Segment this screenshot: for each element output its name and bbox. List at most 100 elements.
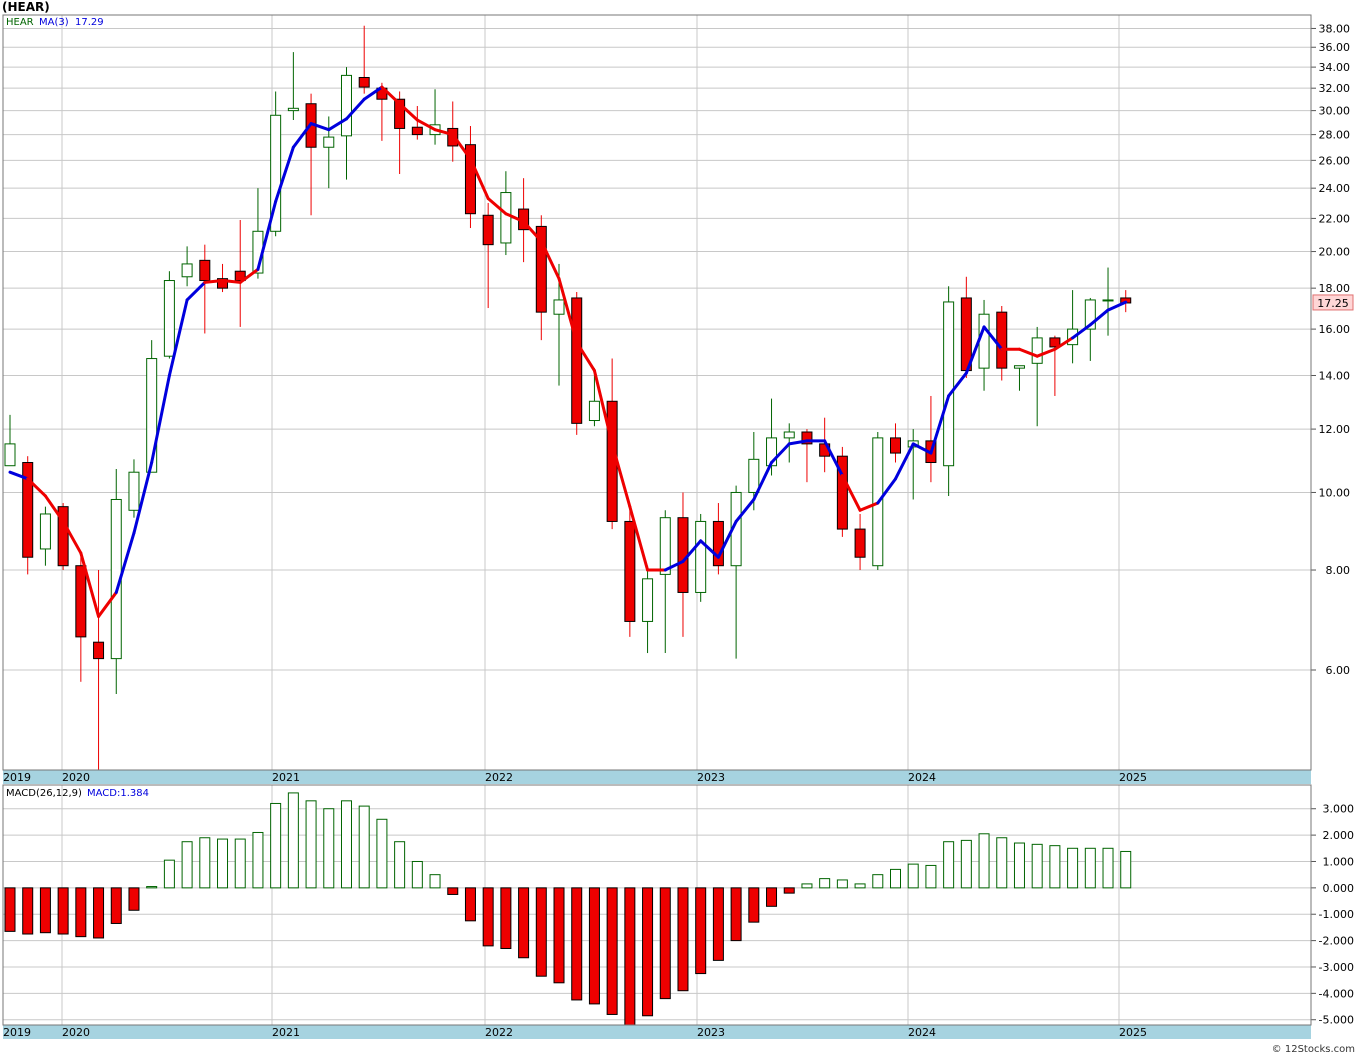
macd-bar xyxy=(890,868,901,889)
macd-bar xyxy=(588,887,600,1005)
macd-bar xyxy=(146,886,158,889)
ma-segment xyxy=(964,325,986,375)
macd-bar xyxy=(181,841,193,889)
ma-segment xyxy=(894,442,915,481)
ma-segment xyxy=(522,220,543,243)
ma-segment xyxy=(663,559,685,572)
candle xyxy=(93,570,105,770)
macd-bar xyxy=(925,864,937,889)
macd-bar xyxy=(447,887,459,895)
macd-bar xyxy=(943,841,955,889)
candle xyxy=(1031,326,1043,427)
legend-ma-value: 17.29 xyxy=(75,17,104,28)
price-tick-label: 26.00 xyxy=(1319,154,1351,167)
macd-bar xyxy=(340,800,352,889)
ma-segment xyxy=(911,442,933,455)
macd-bar xyxy=(270,802,282,889)
candle xyxy=(482,202,494,309)
ma-segment xyxy=(858,501,880,512)
ma-segment xyxy=(238,267,260,284)
macd-year-label: 2021 xyxy=(272,1026,300,1039)
ma-segment xyxy=(1053,336,1075,351)
ma-segment xyxy=(256,199,278,271)
ma-segment xyxy=(628,505,650,572)
ma-segment xyxy=(433,128,455,137)
macd-year-label: 2025 xyxy=(1119,1026,1147,1039)
price-year-label: 2023 xyxy=(697,771,725,784)
ma-segment xyxy=(274,145,295,203)
ma-segment xyxy=(1017,347,1039,358)
ma-segment xyxy=(415,118,437,132)
ma-segment xyxy=(362,85,384,101)
price-year-label: 2024 xyxy=(908,771,936,784)
macd-bar xyxy=(411,860,423,889)
macd-bar xyxy=(500,887,512,950)
candle xyxy=(234,220,246,327)
macd-bar xyxy=(358,805,370,889)
ma-segment xyxy=(167,298,189,378)
price-tick-label: 12.00 xyxy=(1319,423,1351,436)
macd-bar xyxy=(128,887,140,911)
macd-bar xyxy=(22,887,34,935)
ma-segment xyxy=(79,551,101,618)
ma-segment xyxy=(221,279,242,284)
macd-tick-label: 1.000 xyxy=(1323,855,1355,868)
ma-segment xyxy=(1088,308,1110,327)
macd-bar xyxy=(854,883,866,889)
price-tick-label: 28.00 xyxy=(1319,129,1351,142)
ma-segment xyxy=(150,374,171,465)
price-year-band xyxy=(3,770,1311,784)
macd-bar xyxy=(482,887,494,947)
candle xyxy=(270,91,282,237)
ma-segment xyxy=(468,157,490,200)
candle xyxy=(801,429,813,483)
macd-bar xyxy=(376,818,388,889)
macd-bar xyxy=(996,837,1008,889)
macd-bar xyxy=(801,883,813,889)
price-year-label: 2019 xyxy=(3,771,31,784)
candle xyxy=(1102,267,1114,336)
ma-segment xyxy=(132,461,154,535)
macd-bar xyxy=(553,887,565,984)
macd-bar xyxy=(93,887,105,939)
price-tick-label: 20.00 xyxy=(1319,246,1351,259)
macd-bar xyxy=(907,863,919,889)
macd-bar xyxy=(535,887,547,977)
macd-tick-label: -3.000 xyxy=(1319,961,1354,974)
price-tick-label: 38.00 xyxy=(1319,22,1351,35)
candle xyxy=(4,414,16,467)
candle xyxy=(588,368,600,427)
macd-bar xyxy=(624,887,636,1026)
ma-segment xyxy=(752,461,774,501)
ma-segment xyxy=(451,133,472,161)
macd-bar xyxy=(659,887,671,1000)
ma-segment xyxy=(114,531,136,594)
candle xyxy=(1084,297,1096,361)
macd-bar xyxy=(1049,845,1061,889)
macd-bar xyxy=(695,887,707,975)
chart-title: (HEAR) xyxy=(2,0,50,14)
ma-segment xyxy=(504,212,526,224)
candle xyxy=(464,126,476,229)
macd-bar xyxy=(836,879,848,889)
legend-symbol: HEAR xyxy=(6,17,34,28)
macd-bar xyxy=(39,887,51,934)
candle xyxy=(287,52,299,121)
macd-tick-label: 3.000 xyxy=(1323,803,1355,816)
price-tick-label: 32.00 xyxy=(1319,82,1351,95)
candle xyxy=(712,503,724,575)
macd-bar xyxy=(394,841,406,889)
macd-year-label: 2019 xyxy=(3,1026,31,1039)
candle xyxy=(340,67,352,180)
ma-segment xyxy=(8,470,30,481)
candle xyxy=(217,263,229,293)
macd-bar xyxy=(1067,847,1079,889)
macd-tick-label: 0.000 xyxy=(1323,882,1355,895)
macd-year-label: 2023 xyxy=(697,1026,725,1039)
macd-tick-label: -4.000 xyxy=(1319,987,1354,1000)
candle xyxy=(890,423,901,463)
macd-tick-label: -2.000 xyxy=(1319,935,1354,948)
macd-bar xyxy=(323,808,335,889)
candle xyxy=(39,506,51,566)
macd-bar xyxy=(75,887,87,938)
